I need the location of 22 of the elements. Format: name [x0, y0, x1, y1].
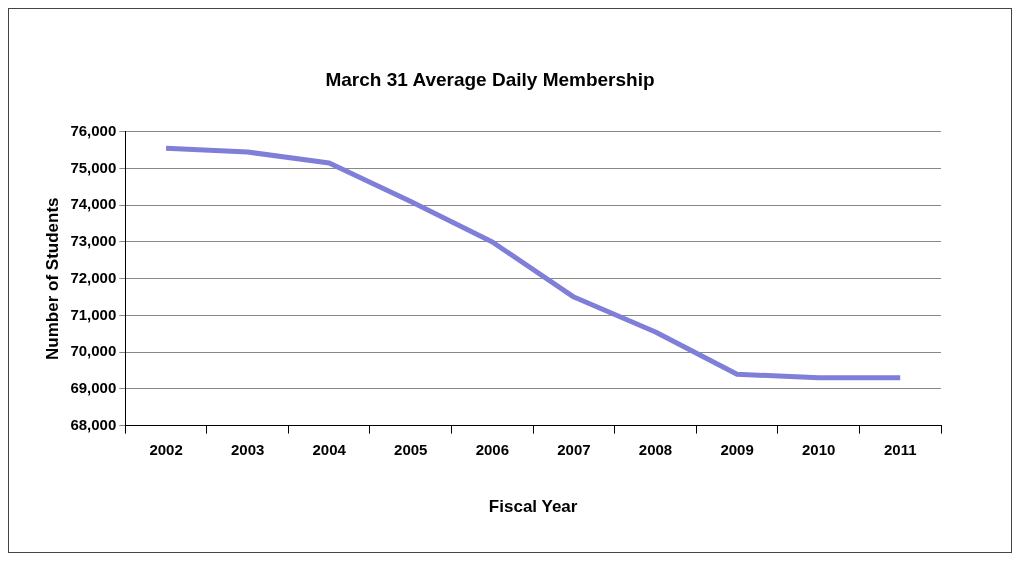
x-tick-label: 2007 [557, 440, 591, 458]
y-tick-label: 69,000 [70, 379, 117, 397]
y-tick-label: 71,000 [70, 305, 117, 323]
y-tick-label: 74,000 [70, 195, 117, 213]
x-tick-label: 2002 [149, 440, 183, 458]
x-tick-label: 2004 [312, 440, 347, 458]
y-tick-label: 68,000 [70, 415, 117, 433]
x-tick-label: 2009 [720, 440, 754, 458]
x-axis-title: Fiscal Year [488, 497, 578, 517]
y-axis-title: Number of Students [42, 197, 62, 360]
chart-title: March 31 Average Daily Membership [325, 68, 655, 90]
y-tick-label: 75,000 [70, 158, 117, 176]
y-tick-label: 73,000 [70, 232, 117, 250]
y-tick-label: 70,000 [70, 342, 117, 360]
x-tick-label: 2010 [801, 440, 836, 458]
x-tick-label: 2011 [883, 440, 917, 458]
x-tick-label: 2003 [230, 440, 265, 458]
x-tick-label: 2008 [638, 440, 673, 458]
x-tick-label: 2006 [475, 440, 510, 458]
y-tick-label: 72,000 [70, 268, 117, 286]
y-tick-label: 76,000 [70, 121, 117, 139]
x-tick-label: 2005 [394, 440, 428, 458]
